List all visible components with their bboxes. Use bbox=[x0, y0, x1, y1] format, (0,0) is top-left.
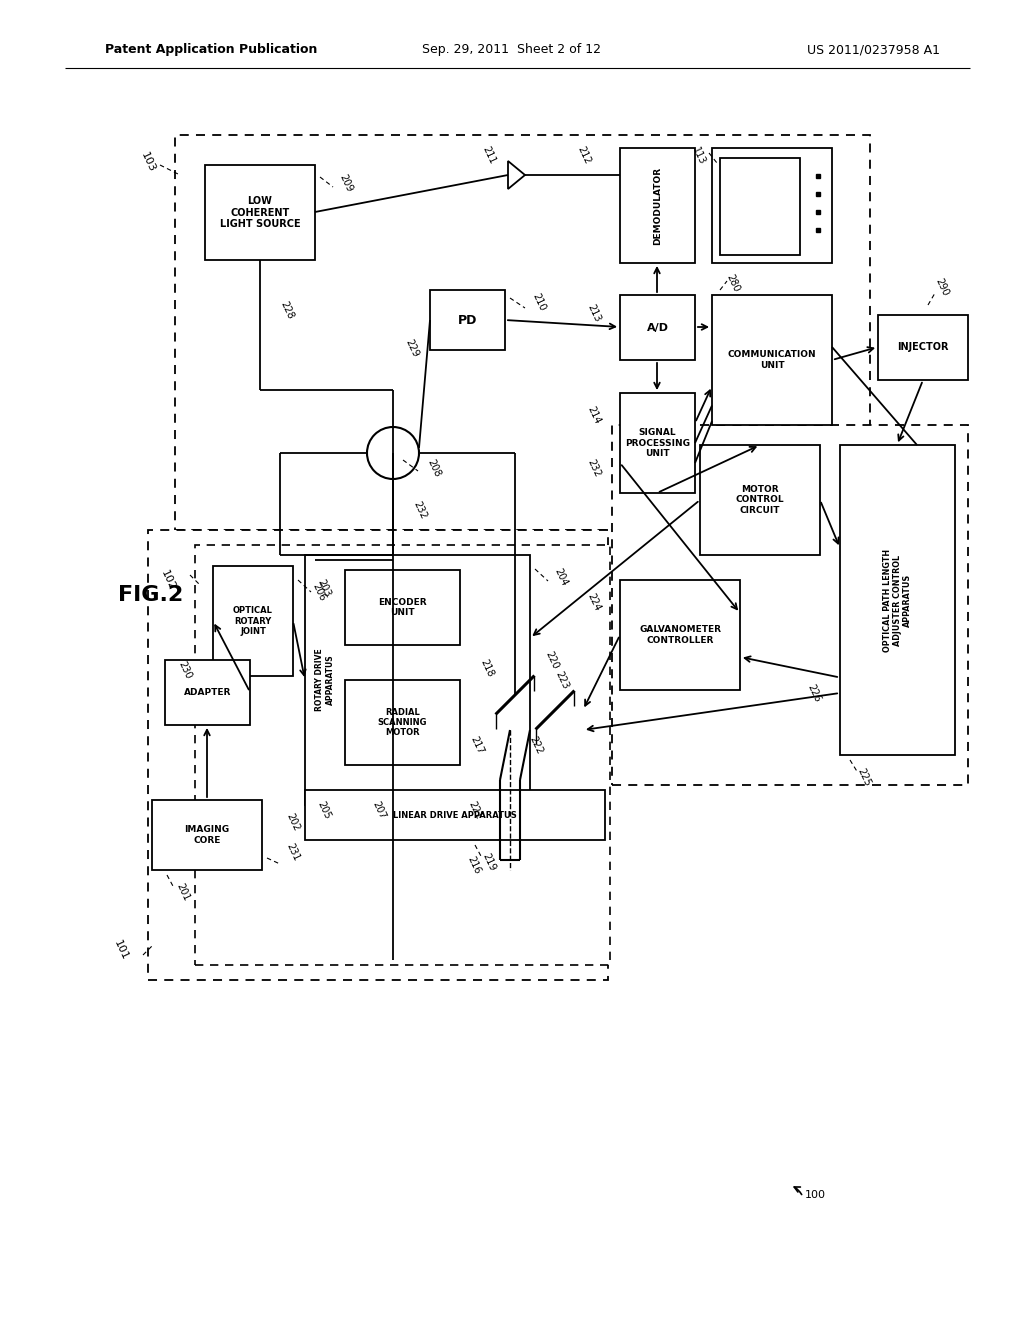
Text: 204: 204 bbox=[552, 566, 569, 587]
Text: 218: 218 bbox=[478, 657, 495, 678]
Text: 207: 207 bbox=[370, 800, 387, 821]
Text: 221: 221 bbox=[466, 800, 483, 821]
Bar bbox=[620, 393, 695, 492]
Bar bbox=[175, 135, 870, 531]
Text: 101: 101 bbox=[112, 939, 130, 962]
Text: 228: 228 bbox=[278, 300, 295, 321]
Text: 217: 217 bbox=[468, 734, 485, 755]
Text: 113: 113 bbox=[690, 145, 707, 166]
Text: 230: 230 bbox=[176, 660, 193, 681]
Text: A/D: A/D bbox=[646, 322, 669, 333]
Bar bbox=[305, 789, 605, 840]
Bar bbox=[878, 315, 968, 380]
Text: DEMODULATOR: DEMODULATOR bbox=[653, 166, 662, 244]
Bar bbox=[620, 148, 695, 263]
Text: 222: 222 bbox=[527, 734, 544, 755]
Text: PD: PD bbox=[458, 314, 477, 326]
Bar bbox=[720, 158, 800, 255]
Text: 226: 226 bbox=[805, 682, 822, 704]
Bar bbox=[205, 165, 315, 260]
Text: Sep. 29, 2011  Sheet 2 of 12: Sep. 29, 2011 Sheet 2 of 12 bbox=[423, 44, 601, 57]
Text: ADAPTER: ADAPTER bbox=[184, 688, 231, 697]
Text: INJECTOR: INJECTOR bbox=[897, 342, 949, 352]
Text: 205: 205 bbox=[315, 800, 332, 821]
Text: 103: 103 bbox=[139, 150, 157, 174]
Text: IMAGING
CORE: IMAGING CORE bbox=[184, 825, 229, 845]
Text: 229: 229 bbox=[403, 338, 420, 359]
Text: RADIAL
SCANNING
MOTOR: RADIAL SCANNING MOTOR bbox=[378, 708, 427, 738]
Text: 232: 232 bbox=[585, 458, 602, 479]
Text: 209: 209 bbox=[337, 173, 354, 194]
Bar bbox=[345, 680, 460, 766]
Text: OPTICAL
ROTARY
JOINT: OPTICAL ROTARY JOINT bbox=[233, 606, 273, 636]
Text: 100: 100 bbox=[805, 1191, 826, 1200]
Text: 211: 211 bbox=[480, 144, 497, 165]
Text: 216: 216 bbox=[465, 854, 482, 875]
Bar bbox=[165, 660, 250, 725]
Text: Patent Application Publication: Patent Application Publication bbox=[105, 44, 317, 57]
Bar bbox=[345, 570, 460, 645]
Text: 213: 213 bbox=[585, 302, 602, 323]
Text: 231: 231 bbox=[284, 842, 301, 862]
Text: ROTARY DRIVE
APPARATUS: ROTARY DRIVE APPARATUS bbox=[315, 648, 335, 711]
Bar bbox=[148, 531, 608, 979]
Bar bbox=[620, 579, 740, 690]
Bar bbox=[213, 566, 293, 676]
Bar bbox=[712, 294, 831, 425]
Text: ENCODER
UNIT: ENCODER UNIT bbox=[378, 598, 427, 618]
Text: 206: 206 bbox=[310, 582, 327, 602]
Text: 214: 214 bbox=[585, 404, 602, 425]
Text: OPTICAL PATH LENGTH
ADJUSTER CONTROL
APPARATUS: OPTICAL PATH LENGTH ADJUSTER CONTROL APP… bbox=[883, 548, 912, 652]
Bar bbox=[840, 445, 955, 755]
Bar bbox=[195, 545, 610, 965]
Text: LOW
COHERENT
LIGHT SOURCE: LOW COHERENT LIGHT SOURCE bbox=[220, 195, 300, 230]
Text: 225: 225 bbox=[855, 767, 872, 788]
Text: 219: 219 bbox=[480, 851, 497, 873]
Text: 280: 280 bbox=[724, 272, 741, 293]
Text: MOTOR
CONTROL
CIRCUIT: MOTOR CONTROL CIRCUIT bbox=[735, 486, 784, 515]
Text: 208: 208 bbox=[425, 458, 442, 478]
Bar bbox=[152, 800, 262, 870]
Text: 223: 223 bbox=[553, 669, 570, 690]
Bar bbox=[430, 290, 505, 350]
Text: 201: 201 bbox=[174, 882, 190, 903]
Text: COMMUNICATION
UNIT: COMMUNICATION UNIT bbox=[728, 350, 816, 370]
Text: 203: 203 bbox=[315, 578, 332, 598]
Text: LINEAR DRIVE APPARATUS: LINEAR DRIVE APPARATUS bbox=[393, 810, 517, 820]
Text: 102: 102 bbox=[159, 569, 177, 591]
Bar bbox=[305, 554, 530, 805]
Text: 232: 232 bbox=[411, 499, 428, 520]
Text: US 2011/0237958 A1: US 2011/0237958 A1 bbox=[807, 44, 940, 57]
Text: 290: 290 bbox=[933, 276, 950, 297]
Bar bbox=[712, 148, 831, 263]
Text: 202: 202 bbox=[284, 812, 301, 833]
Text: 224: 224 bbox=[585, 591, 602, 612]
Bar bbox=[612, 425, 968, 785]
Bar bbox=[700, 445, 820, 554]
Text: 220: 220 bbox=[543, 649, 560, 671]
Bar bbox=[620, 294, 695, 360]
Text: 212: 212 bbox=[575, 144, 592, 165]
Text: FIG.2: FIG.2 bbox=[118, 585, 183, 605]
Text: GALVANOMETER
CONTROLLER: GALVANOMETER CONTROLLER bbox=[639, 626, 721, 644]
Text: SIGNAL
PROCESSING
UNIT: SIGNAL PROCESSING UNIT bbox=[625, 428, 690, 458]
Text: 210: 210 bbox=[530, 292, 547, 313]
